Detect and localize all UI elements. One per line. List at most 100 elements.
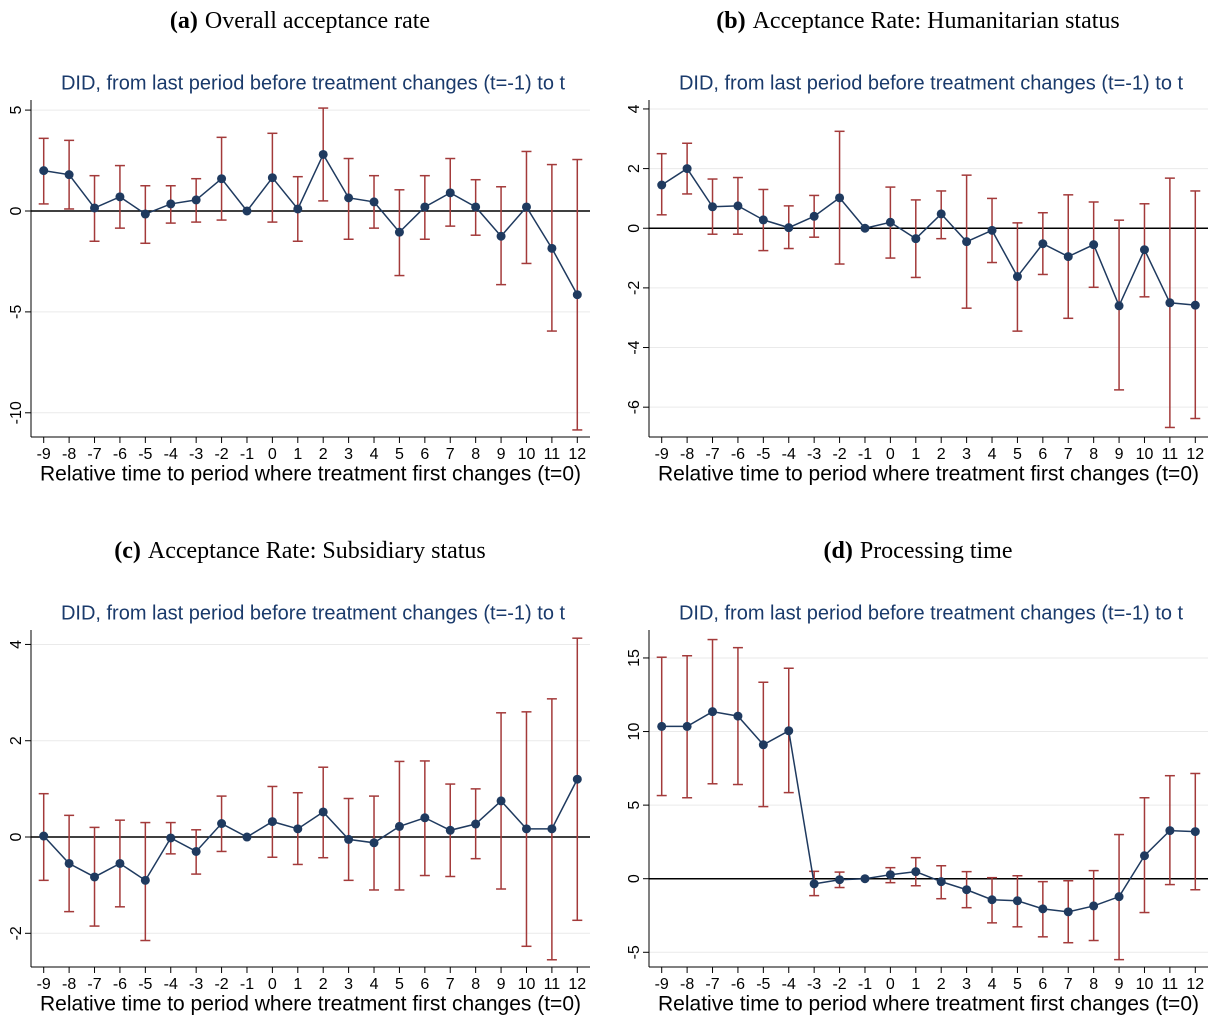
x-tick-label: 4 [988,446,997,463]
y-tick-label: 10 [626,723,643,741]
point [885,870,895,880]
x-tick-label: -9 [655,976,669,993]
y-tick-label: 0 [8,206,25,215]
point [936,209,946,219]
point [1063,907,1073,917]
point [90,203,100,213]
x-tick-label: 12 [568,446,586,463]
point [547,243,557,253]
x-tick-label: 3 [344,446,353,463]
x-tick-label: 8 [1089,976,1098,993]
x-tick-label: 11 [1162,446,1179,463]
x-axis-label: Relative time to period where treatment … [658,463,1199,486]
x-tick-label: -8 [680,976,694,993]
point [318,149,328,159]
point [784,223,794,233]
x-tick-label: 7 [446,976,455,993]
y-tick-label: 4 [8,640,25,649]
point [809,879,819,889]
point [809,211,819,221]
x-tick-label: -6 [113,446,127,463]
point [90,872,100,882]
point [784,726,794,736]
y-tick-label: 2 [8,736,25,745]
panel-label: (a) [170,8,198,34]
x-tick-label: 4 [370,976,379,993]
x-tick-label: 2 [937,976,946,993]
x-tick-label: 0 [886,446,895,463]
point [445,188,455,198]
point [115,858,125,868]
x-tick-label: 12 [1186,446,1204,463]
point [242,832,252,842]
point [394,227,404,237]
x-tick-label: 5 [395,446,404,463]
x-tick-label: 2 [937,446,946,463]
x-tick-label: 6 [420,976,429,993]
y-tick-label: -5 [626,945,643,959]
x-tick-label: 5 [1013,446,1022,463]
point [758,740,768,750]
x-tick-label: -1 [240,976,254,993]
panel-label: (c) [114,538,141,564]
x-tick-label: 2 [319,976,328,993]
point [1038,239,1048,249]
point [962,885,972,895]
x-tick-label: 11 [544,446,561,463]
x-tick-label: -5 [756,446,770,463]
x-tick-label: 11 [1162,976,1179,993]
point [267,173,277,183]
x-tick-label: 11 [544,976,561,993]
panel: (b) Acceptance Rate: Humanitarian status D… [626,8,1208,486]
point [572,290,582,300]
point [987,895,997,905]
panel-title-text: Overall acceptance rate [205,8,430,34]
y-tick-label: 0 [8,832,25,841]
x-tick-label: -1 [858,976,872,993]
x-tick-label: 8 [471,446,480,463]
point [733,201,743,211]
x-tick-label: -2 [214,446,228,463]
x-tick-label: -3 [807,446,821,463]
subtitle: DID, from last period before treatment c… [61,602,566,624]
x-tick-label: -4 [782,976,796,993]
point [682,164,692,174]
x-tick-label: -7 [87,976,101,993]
point [394,821,404,831]
x-tick-label: 6 [1038,446,1047,463]
x-tick-label: 9 [497,976,506,993]
point [1089,240,1099,250]
x-tick-label: -3 [807,976,821,993]
x-tick-label: -3 [189,446,203,463]
series-line [43,778,578,882]
point [708,202,718,212]
point [860,223,870,233]
point [547,824,557,834]
y-tick-label: 5 [8,106,25,115]
point [217,819,227,829]
point [140,875,150,885]
x-tick-label: 7 [1064,976,1073,993]
point [191,846,201,856]
x-tick-label: -4 [164,976,178,993]
point [471,819,481,829]
point [936,877,946,887]
point [191,195,201,205]
x-tick-label: -6 [731,446,745,463]
point [708,707,718,717]
point [369,197,379,207]
point [657,721,667,731]
x-tick-label: 6 [1038,976,1047,993]
y-tick-label: 15 [626,649,643,667]
x-tick-label: -6 [731,976,745,993]
x-tick-label: -9 [37,446,51,463]
x-tick-label: 7 [446,446,455,463]
y-tick-label: 5 [626,801,643,810]
point [1038,904,1048,914]
point [1190,300,1200,310]
x-tick-label: -1 [858,446,872,463]
x-tick-label: -4 [782,446,796,463]
point [657,180,667,190]
x-tick-label: 1 [911,976,920,993]
panel: (a) Overall acceptance rate DID, from last… [8,8,590,486]
